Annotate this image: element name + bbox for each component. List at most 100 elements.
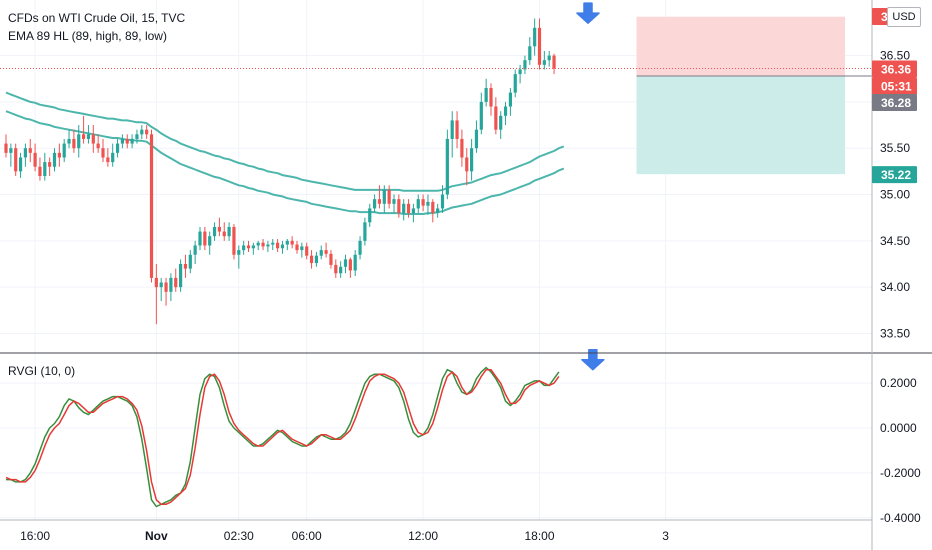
candle-body [188, 254, 192, 269]
candle-body [101, 148, 105, 158]
candle-body [421, 199, 425, 206]
candle-body [484, 88, 488, 102]
candle-body [450, 120, 454, 139]
entry-price-label: 36.28 [881, 96, 911, 110]
rvgi-arrow-down-icon [581, 348, 605, 371]
candle-body [431, 201, 435, 214]
rvgi-tick-label: 0.0000 [880, 421, 917, 435]
price-tick-label: 34.00 [880, 280, 910, 294]
price-tick-label: 35.00 [880, 188, 910, 202]
target-price-label: 35.22 [881, 168, 911, 182]
candle-body [227, 226, 231, 237]
candle-body [242, 245, 246, 251]
candle-body [329, 253, 333, 265]
price-tick-label: 35.50 [880, 141, 910, 155]
stop-zone [636, 16, 846, 76]
currency-button[interactable]: USD [887, 7, 921, 27]
candle-body [82, 134, 86, 139]
candle-body [62, 143, 66, 158]
candle-body [295, 244, 299, 251]
time-tick-label: 02:30 [224, 529, 254, 543]
candle-body [174, 277, 178, 288]
candle-body [237, 250, 241, 255]
candle-body [358, 240, 362, 255]
candle-body [324, 250, 328, 254]
time-tick-label: 16:00 [20, 529, 50, 543]
candle-body [518, 69, 522, 75]
candle-body [552, 55, 556, 69]
countdown-label: 05:31 [881, 80, 912, 94]
candle-body [135, 134, 139, 139]
candle-body [183, 264, 188, 269]
candle-body [154, 277, 158, 288]
rvgi-tick-label: -0.4000 [880, 511, 921, 525]
last-price-label-bg [872, 60, 917, 78]
candle-body [120, 138, 124, 144]
candle-body [18, 157, 23, 172]
candle-body [246, 245, 251, 249]
time-tick-label: 12:00 [408, 529, 438, 543]
candle-body [503, 106, 508, 116]
candle-body [402, 203, 406, 214]
candle-body [373, 199, 377, 209]
candle-body [23, 148, 27, 158]
candle-body [523, 60, 527, 70]
candle-body [48, 162, 52, 167]
rvgi-tick-label: -0.2000 [880, 466, 921, 480]
price-arrow-down-icon [576, 2, 600, 24]
candle-body [363, 222, 367, 241]
candle-body [130, 138, 134, 144]
candle-body [145, 129, 149, 135]
candle-body [479, 101, 483, 130]
candle-body [280, 244, 285, 249]
candle-body [494, 106, 498, 130]
candle-body [460, 138, 464, 158]
candle-body [508, 92, 512, 107]
candle-body [353, 254, 357, 271]
countdown-label-bg [872, 77, 917, 95]
price-tick-label: 34.50 [880, 234, 910, 248]
candle-body [164, 282, 168, 292]
candle-body [67, 138, 71, 144]
candle-body [159, 282, 163, 288]
candle-body [125, 138, 129, 144]
candle-body [513, 74, 517, 93]
target-zone [636, 75, 846, 175]
candle-body [193, 245, 197, 255]
candle-body [111, 152, 115, 163]
candle-body [455, 120, 459, 139]
candle-body [91, 134, 95, 144]
candle-body [348, 259, 352, 271]
candle-body [377, 199, 382, 204]
candle-body [368, 208, 372, 223]
candle-body [251, 245, 255, 249]
candle-body [38, 166, 42, 176]
candle-body [309, 255, 314, 264]
candle-body [406, 203, 411, 214]
candle-body [528, 46, 532, 61]
candle-body [271, 242, 275, 245]
candle-body [57, 152, 61, 158]
candle-body [339, 266, 343, 274]
candle-body [212, 226, 217, 237]
candle-body [266, 244, 270, 247]
candle-body [285, 240, 289, 245]
candle-body [256, 242, 260, 246]
candle-body [232, 226, 236, 255]
candle-body [343, 259, 348, 267]
candle-body [222, 231, 226, 237]
ema-legend: EMA 89 HL (89, high, 89, low) [8, 29, 167, 43]
ema-high-line [5, 91, 565, 192]
candle-body [474, 129, 479, 149]
candle-body [305, 246, 309, 256]
candle-body [9, 148, 13, 153]
candle-body [198, 231, 202, 246]
candle-body [4, 143, 8, 153]
chart-title: CFDs on WTI Crude Oil, 15, TVC [8, 11, 186, 25]
main-legend: CFDs on WTI Crude Oil, 15, TVC EMA 89 HL… [8, 9, 185, 45]
time-tick-label: 18:00 [524, 529, 554, 543]
candle-body [276, 242, 280, 249]
candle-body [203, 231, 207, 246]
